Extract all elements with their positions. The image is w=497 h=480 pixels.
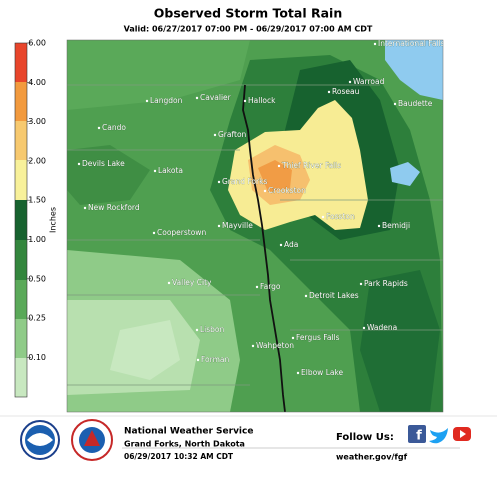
city-dot xyxy=(145,99,149,103)
legend-label: 0.25 xyxy=(28,314,46,323)
city-label: Mayville xyxy=(222,221,253,230)
city-dot xyxy=(251,344,255,348)
city-dot xyxy=(167,281,171,285)
city-dot xyxy=(97,126,101,130)
city-dot xyxy=(348,80,352,84)
city-label: Fosston xyxy=(326,212,355,221)
noaa-logo xyxy=(20,420,60,460)
city-label: Fergus Falls xyxy=(296,333,340,342)
city-dot xyxy=(327,90,331,94)
city-label: Roseau xyxy=(332,87,360,96)
legend-bar xyxy=(14,42,28,398)
city-label: Devils Lake xyxy=(82,159,125,168)
issued: 06/29/2017 10:32 AM CDT xyxy=(124,452,234,461)
location: Grand Forks, North Dakota xyxy=(124,440,245,449)
city-dot xyxy=(296,371,300,375)
city-label: Baudette xyxy=(398,99,433,108)
city-dot xyxy=(195,96,199,100)
city-label: Wahpeton xyxy=(256,341,294,350)
city-label: Ada xyxy=(284,240,298,249)
legend-label: 2.00 xyxy=(28,156,46,165)
office: National Weather Service xyxy=(124,427,253,437)
city-dot xyxy=(152,231,156,235)
city-label: Crookston xyxy=(268,186,306,195)
city-dot xyxy=(377,224,381,228)
city-dot xyxy=(213,133,217,137)
legend-label: 3.00 xyxy=(28,117,46,126)
nws-logo xyxy=(71,419,113,461)
city-dot xyxy=(279,243,283,247)
legend-label: 0.50 xyxy=(28,274,46,283)
city-dot xyxy=(217,180,221,184)
city-dot xyxy=(217,224,221,228)
legend-label: 0.10 xyxy=(28,353,46,362)
city-label: Lakota xyxy=(158,166,183,175)
city-label: Valley City xyxy=(172,278,212,287)
city-label: Lisbon xyxy=(200,325,225,334)
city-label: Elbow Lake xyxy=(301,368,344,377)
city-label: International Falls xyxy=(378,39,445,48)
city-label: Fargo xyxy=(260,282,281,291)
city-label: Cavalier xyxy=(200,93,232,102)
city-label: Cando xyxy=(102,123,126,132)
svg-text:f: f xyxy=(416,429,422,444)
city-dot xyxy=(83,206,87,210)
city-label: Grafton xyxy=(218,130,247,139)
city-label: Park Rapids xyxy=(364,279,408,288)
city-dot xyxy=(77,162,81,166)
city-dot xyxy=(153,169,157,173)
city-dot xyxy=(373,42,377,46)
city-dot xyxy=(196,358,200,362)
city-label: Langdon xyxy=(150,96,183,105)
city-label: Cooperstown xyxy=(157,228,206,237)
city-label: Hallock xyxy=(248,96,276,105)
city-label: Warroad xyxy=(353,77,385,86)
facebook-icon[interactable] xyxy=(408,425,426,443)
legend-unit: Inches xyxy=(49,207,58,233)
city-dot xyxy=(304,294,308,298)
city-dot xyxy=(291,336,295,340)
city-dot xyxy=(393,102,397,106)
city-dot xyxy=(362,326,366,330)
city-label: Grand Forks xyxy=(222,177,267,186)
city-label: Thief River Falls xyxy=(281,161,341,170)
city-label: Wadena xyxy=(367,323,397,332)
city-label: New Rockford xyxy=(88,203,140,212)
legend-label: 1.50 xyxy=(28,196,46,205)
city-label: Detroit Lakes xyxy=(309,291,359,300)
city-dot xyxy=(321,215,325,219)
twitter-icon[interactable] xyxy=(429,428,448,444)
website[interactable]: weather.gov/fgf xyxy=(336,453,408,462)
city-label: Forman xyxy=(201,355,229,364)
city-dot xyxy=(195,328,199,332)
city-dot xyxy=(263,189,267,193)
legend-label: 6.00 xyxy=(28,39,46,48)
city-dot xyxy=(255,285,259,289)
city-dot xyxy=(243,99,247,103)
rain-map xyxy=(67,40,443,412)
city-dot xyxy=(277,164,281,168)
city-dot xyxy=(359,282,363,286)
subtitle: Valid: 06/27/2017 07:00 PM - 06/29/2017 … xyxy=(124,25,373,34)
title: Observed Storm Total Rain xyxy=(154,6,342,21)
legend-label: 1.00 xyxy=(28,235,46,244)
city-label: Bemidji xyxy=(382,221,410,230)
follow-label: Follow Us: xyxy=(336,432,394,443)
legend-label: 4.00 xyxy=(28,78,46,87)
